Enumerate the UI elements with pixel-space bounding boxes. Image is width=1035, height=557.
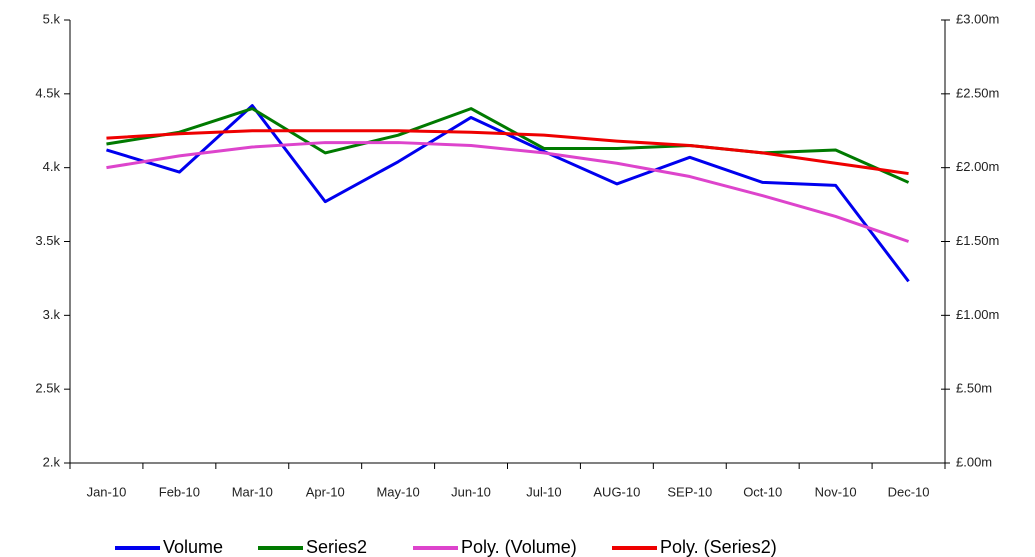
series-line [106, 107, 910, 184]
x-tick-label: Nov-10 [815, 484, 857, 499]
y-tick-label: 5.k [43, 11, 61, 26]
y-tick-label: 4.k [43, 159, 61, 174]
x-tick-label: Jul-10 [526, 484, 561, 499]
legend: Volume Series2 Poly. (Volume) Poly. (Series… [115, 537, 777, 557]
x-tick-label: Dec-10 [888, 484, 930, 499]
x-tick-label: Jun-10 [451, 484, 491, 499]
x-tick-label: Apr-10 [306, 484, 345, 499]
x-tick-label: Oct-10 [743, 484, 782, 499]
x-tick-label: SEP-10 [667, 484, 712, 499]
series-line [106, 129, 909, 176]
y2-tick-label: £2.00m [956, 159, 999, 174]
x-tick-label: Mar-10 [232, 484, 273, 499]
x-tick-label: AUG-10 [593, 484, 640, 499]
legend-label: Volume [163, 537, 223, 557]
y2-tick-label: £.00m [956, 454, 992, 469]
y-tick-label: 3.k [43, 307, 61, 322]
x-tick-label: Feb-10 [159, 484, 200, 499]
y2-tick-label: £3.00m [956, 11, 999, 26]
legend-label: Series2 [306, 537, 367, 557]
series-line [106, 141, 910, 243]
x-tick-label: Jan-10 [87, 484, 127, 499]
y2-tick-label: £1.50m [956, 233, 999, 248]
y2-tick-label: £2.50m [956, 85, 999, 100]
y-tick-label: 2.k [43, 454, 61, 469]
legend-label: Poly. (Series2) [660, 537, 777, 557]
y2-tick-label: £.50m [956, 381, 992, 396]
legend-label: Poly. (Volume) [461, 537, 577, 557]
y-tick-label: 3.5k [35, 233, 60, 248]
x-tick-label: May-10 [376, 484, 419, 499]
y-tick-label: 4.5k [35, 85, 60, 100]
y2-tick-label: £1.00m [956, 307, 999, 322]
y-tick-label: 2.5k [35, 381, 60, 396]
